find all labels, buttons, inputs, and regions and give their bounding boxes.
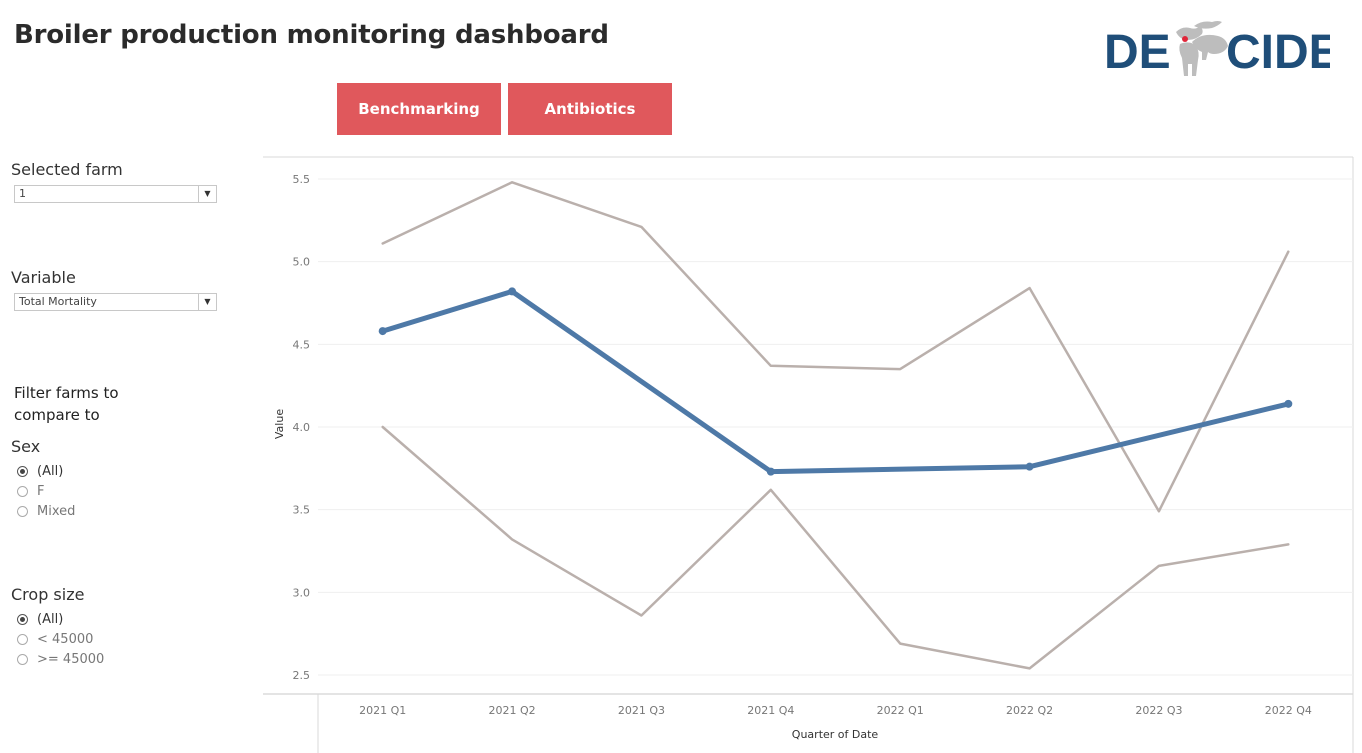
selected-farm-point (508, 287, 517, 296)
x-tick-label: 2022 Q1 (877, 704, 924, 717)
radio-selected-icon (17, 613, 28, 625)
chart-gridlines (318, 178, 1353, 676)
compare-heading: Filter farms to compare to (14, 384, 119, 424)
y-axis-label: Value (273, 409, 286, 439)
crop-option-large[interactable]: >= 45000 (17, 650, 104, 668)
antibiotics-button[interactable]: Antibiotics (508, 83, 672, 135)
comparison-line-lower (381, 425, 1290, 670)
y-tick-label: 3.5 (293, 504, 311, 517)
x-axis-ticks: 2021 Q1 2021 Q2 2021 Q3 2021 Q4 2022 Q1 2022 … (359, 704, 1312, 717)
x-tick-label: 2021 Q2 (488, 704, 535, 717)
selected-farm-point (1025, 462, 1034, 471)
selected-farm-dropdown[interactable]: 1 ▼ (14, 185, 217, 203)
radio-selected-icon (17, 465, 28, 477)
x-tick-label: 2021 Q3 (618, 704, 665, 717)
comparison-line-upper (381, 181, 1290, 513)
sex-option-label: Mixed (37, 503, 76, 519)
x-tick-label: 2021 Q1 (359, 704, 406, 717)
selected-farm-point (766, 467, 775, 476)
variable-label: Variable (11, 268, 76, 287)
x-axis-label: Quarter of Date (792, 728, 879, 741)
y-tick-label: 2.5 (293, 669, 311, 682)
crop-option-small[interactable]: < 45000 (17, 630, 93, 648)
radio-empty-icon (17, 485, 28, 497)
y-tick-label: 4.0 (293, 421, 311, 434)
crop-option-label: >= 45000 (37, 651, 105, 667)
crop-option-label: < 45000 (37, 631, 94, 647)
sex-label: Sex (11, 437, 41, 456)
crop-size-label: Crop size (11, 585, 85, 604)
benchmarking-button[interactable]: Benchmarking (337, 83, 501, 135)
selected-farm-value: 1 (19, 187, 26, 200)
decide-logo: DE CIDE (1100, 12, 1341, 82)
selected-farm-point (1284, 399, 1293, 408)
logo-text-right: CIDE (1226, 26, 1330, 79)
chart-frame (263, 156, 1354, 753)
sex-option-label: (All) (37, 463, 64, 479)
y-tick-label: 5.0 (293, 256, 311, 269)
sex-option-mixed[interactable]: Mixed (17, 502, 75, 520)
variable-value: Total Mortality (19, 295, 97, 308)
x-tick-label: 2021 Q4 (747, 704, 794, 717)
y-tick-label: 4.5 (293, 338, 311, 351)
sex-option-label: F (37, 483, 45, 499)
logo-text-left: DE (1104, 26, 1171, 79)
x-tick-label: 2022 Q2 (1006, 704, 1053, 717)
chevron-down-icon: ▼ (198, 294, 216, 310)
y-tick-label: 5.5 (293, 173, 311, 186)
sex-option-f[interactable]: F (17, 482, 44, 500)
y-tick-label: 3.0 (293, 586, 311, 599)
x-tick-label: 2022 Q3 (1135, 704, 1182, 717)
crop-option-all[interactable]: (All) (17, 610, 63, 628)
sex-option-all[interactable]: (All) (17, 462, 63, 480)
selected-farm-point (378, 327, 387, 336)
crop-option-label: (All) (37, 611, 64, 627)
selected-farm-line (380, 288, 1291, 475)
radio-empty-icon (17, 505, 28, 517)
page-title: Broiler production monitoring dashboard (14, 20, 609, 50)
radio-empty-icon (17, 653, 28, 665)
chart-series (378, 181, 1293, 670)
chevron-down-icon: ▼ (198, 186, 216, 202)
selected-farm-label: Selected farm (11, 160, 123, 179)
variable-dropdown[interactable]: Total Mortality ▼ (14, 293, 217, 311)
x-tick-label: 2022 Q4 (1265, 704, 1312, 717)
y-axis-ticks: 2.5 3.0 3.5 4.0 4.5 5.0 5.5 (293, 173, 311, 682)
radio-empty-icon (17, 633, 28, 645)
